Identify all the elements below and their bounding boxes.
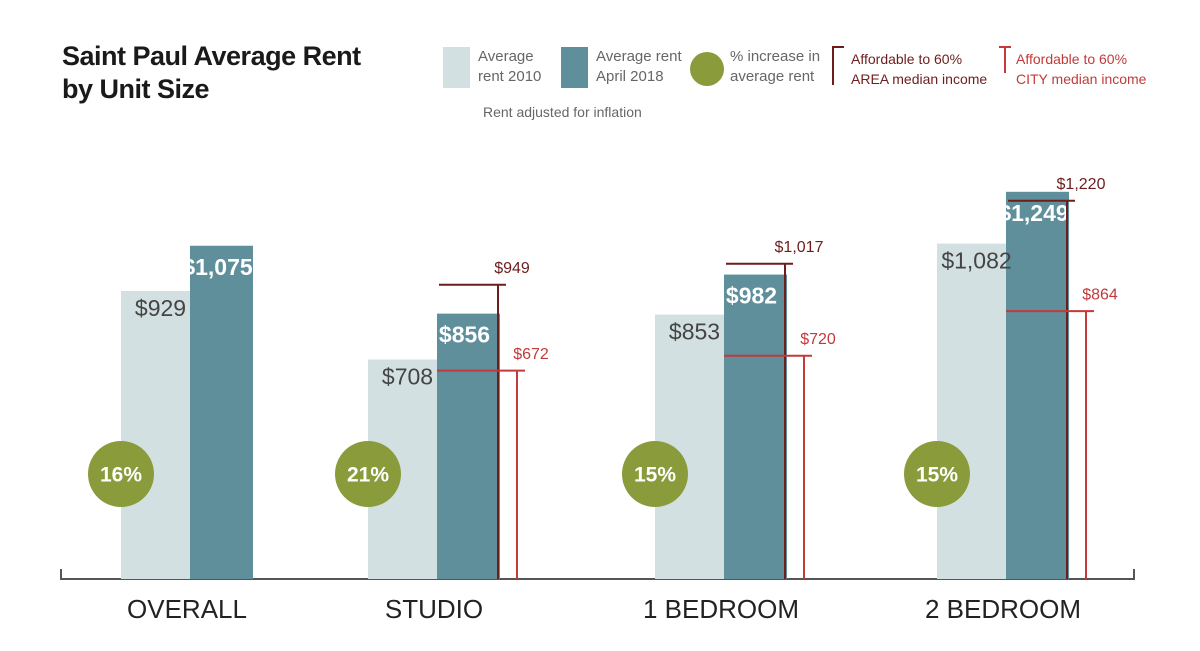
threshold-line xyxy=(724,354,812,579)
increase-label: 21% xyxy=(347,464,389,487)
legend-swatch xyxy=(443,47,470,88)
increase-label: 16% xyxy=(100,464,142,487)
value-label: $1,082 xyxy=(941,248,1011,274)
threshold-label: $864 xyxy=(1082,286,1118,303)
bar xyxy=(1006,191,1069,579)
value-label: $708 xyxy=(382,364,433,390)
legend-swatch xyxy=(1004,47,1006,73)
chart-title: Saint Paul Average Rent by Unit Size xyxy=(62,41,361,104)
legend-entry: % increase in average rent xyxy=(730,48,821,85)
bar xyxy=(121,291,190,579)
note: Rent adjusted for inflation xyxy=(483,104,642,120)
legend-entry: Average rent 2010 xyxy=(478,48,542,85)
increase-marker xyxy=(622,441,688,507)
increase-label: 15% xyxy=(916,464,958,487)
threshold-label: $1,017 xyxy=(775,239,824,256)
legend-entry: Affordable to 60% CITY median income xyxy=(1016,51,1147,87)
threshold-label: $1,220 xyxy=(1057,176,1106,193)
bar xyxy=(190,245,253,579)
increase-marker xyxy=(904,441,970,507)
threshold-line xyxy=(726,262,793,579)
threshold-line xyxy=(439,283,506,579)
bar xyxy=(437,313,500,579)
value-label: $856 xyxy=(439,322,490,348)
threshold-label: $949 xyxy=(494,260,530,277)
value-label: $982 xyxy=(726,283,777,309)
x-tick-label: OVERALL xyxy=(127,594,247,624)
increase-marker xyxy=(88,441,154,507)
legend-swatch xyxy=(690,52,724,86)
legend-swatch xyxy=(832,47,834,85)
threshold-label: $672 xyxy=(513,346,549,363)
threshold-line xyxy=(1006,310,1094,579)
bar xyxy=(937,243,1006,579)
threshold-line xyxy=(437,369,525,579)
value-label: $1,249 xyxy=(998,200,1068,226)
value-label: $853 xyxy=(669,319,720,345)
legend-entry: Affordable to 60% AREA median income xyxy=(851,51,988,87)
threshold-label: $720 xyxy=(800,331,836,348)
value-label: $929 xyxy=(135,295,186,321)
increase-label: 15% xyxy=(634,464,676,487)
bar xyxy=(724,274,787,579)
increase-marker xyxy=(335,441,401,507)
legend-swatch xyxy=(561,47,588,88)
x-tick-label: 2 BEDROOM xyxy=(925,594,1081,624)
value-label: $1,075 xyxy=(182,254,253,280)
x-tick-label: 1 BEDROOM xyxy=(643,594,799,624)
x-tick-label: STUDIO xyxy=(385,594,483,624)
threshold-line xyxy=(1008,199,1075,579)
legend-entry: Average rent April 2018 xyxy=(596,48,682,85)
